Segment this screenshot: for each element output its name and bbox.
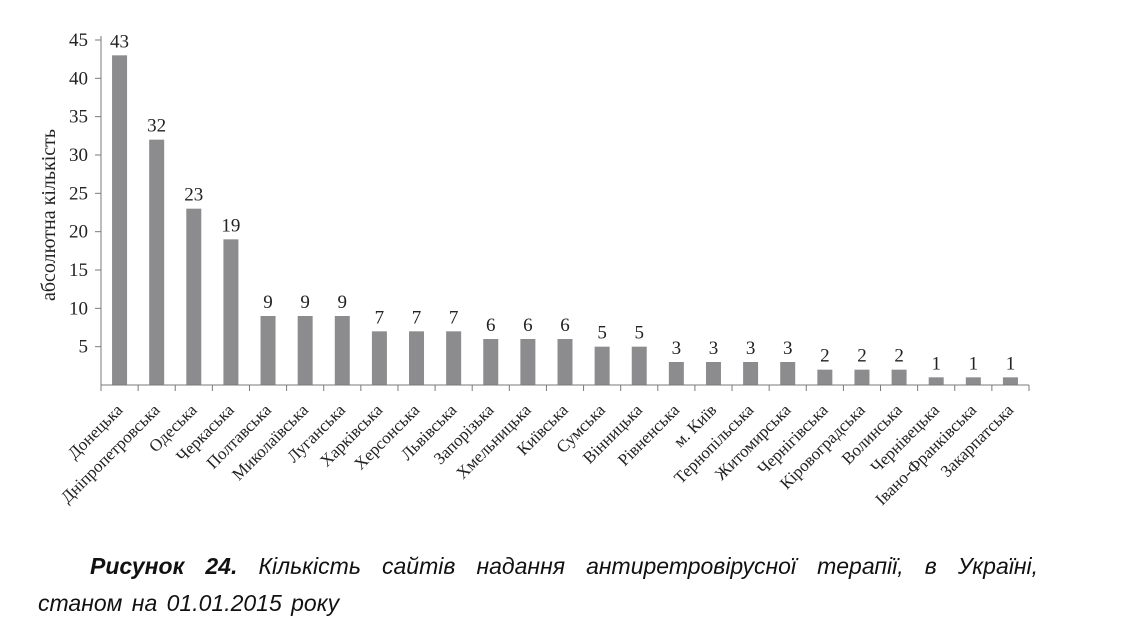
y-tick-label: 20 [69,222,88,243]
data-label: 5 [597,323,607,344]
data-label: 7 [412,307,422,328]
bar [520,339,536,385]
bar [817,369,833,385]
data-label: 1 [969,353,979,374]
data-label: 9 [263,292,273,313]
bar [483,339,499,385]
bar [743,362,759,385]
caption-text: Кількість сайтів надання антиретровірусн… [38,553,1038,616]
data-label: 2 [820,346,830,367]
bar [557,339,573,385]
data-label: 9 [338,292,348,313]
bar [668,362,684,385]
bar [149,139,165,385]
data-label: 7 [375,307,385,328]
data-label: 23 [184,185,203,206]
bar [891,369,907,385]
bar [1002,377,1018,385]
bar [446,331,462,385]
bar [594,346,610,385]
bar [854,369,870,385]
data-label: 2 [894,346,904,367]
bar [297,316,313,385]
data-label: 3 [672,338,682,359]
data-label: 32 [147,116,166,137]
y-tick-label: 35 [69,107,88,128]
y-tick-label: 45 [69,30,88,51]
data-label: 7 [449,307,459,328]
data-label: 3 [709,338,719,359]
figure-caption: Рисунок 24. Кількість сайтів надання ант… [38,548,1038,622]
data-label: 6 [523,315,533,336]
data-label: 19 [221,215,240,236]
data-label: 1 [1006,353,1016,374]
y-tick-label: 15 [69,260,88,281]
y-tick-label: 40 [69,68,88,89]
y-tick-label: 30 [69,145,88,166]
data-label: 5 [634,323,644,344]
y-axis: 5 10 15 20 25 30 35 40 45 [69,30,101,358]
bar [705,362,721,385]
data-label: 2 [857,346,867,367]
data-label: 3 [783,338,793,359]
axes [100,36,1030,391]
data-label: 6 [486,315,496,336]
y-tick-label: 10 [69,298,88,319]
bar [409,331,425,385]
data-label: 6 [560,315,570,336]
bar [223,239,239,385]
bar [334,316,350,385]
caption-number: Рисунок 24. [90,553,238,579]
category-labels-group: ДонецькаДніпропетровськаОдеськаЧеркаська… [57,400,1018,509]
bar [631,346,647,385]
bar [780,362,796,385]
data-label: 43 [110,31,129,52]
bar [112,55,128,385]
bar [965,377,981,385]
data-label: 1 [931,353,941,374]
bar [928,377,944,385]
bar [371,331,387,385]
bar [186,208,202,385]
y-axis-title: абсолютна кількість [38,129,60,301]
data-label: 9 [300,292,310,313]
y-tick-label: 25 [69,183,88,204]
bars-group [112,55,1018,385]
bar [260,316,276,385]
data-label: 3 [746,338,756,359]
y-tick-label: 5 [79,337,89,358]
